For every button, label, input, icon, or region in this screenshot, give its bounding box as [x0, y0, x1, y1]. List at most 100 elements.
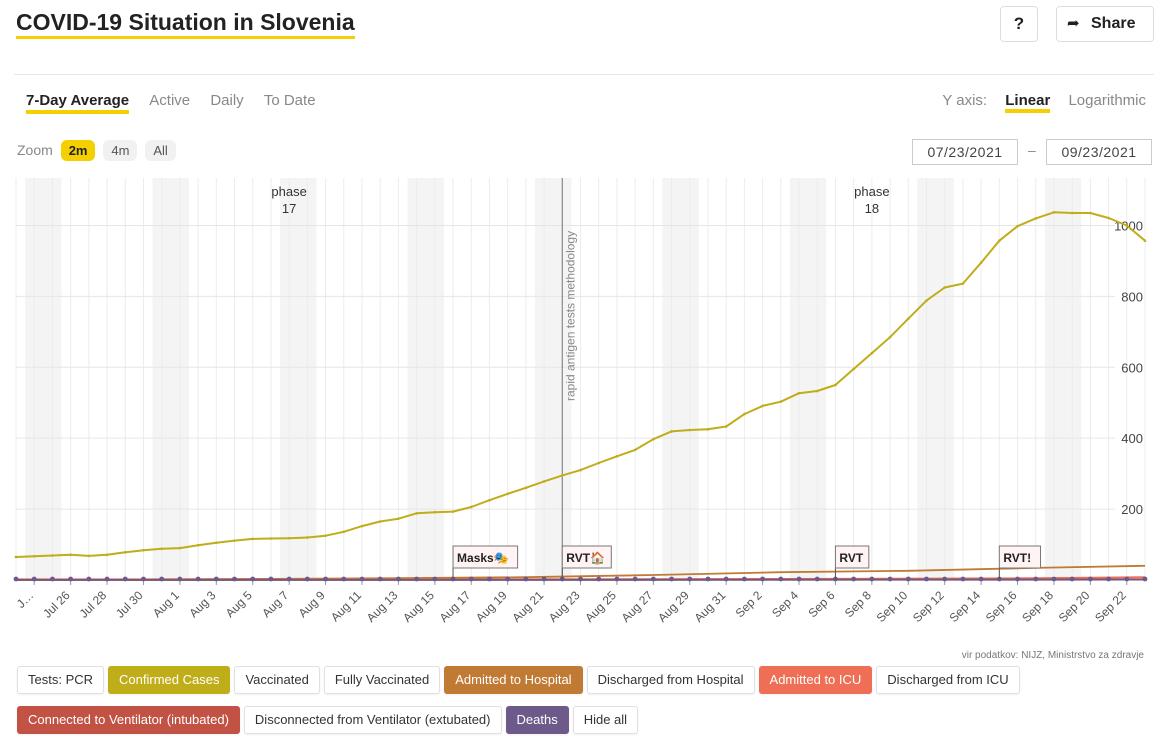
data-point-deaths: [961, 577, 966, 582]
data-point-deaths: [250, 577, 255, 582]
data-point-deaths: [86, 577, 91, 582]
data-point-confirmed-cases: [907, 317, 910, 320]
help-button[interactable]: ?: [1000, 6, 1038, 42]
event-flag-label[interactable]: RVT: [839, 551, 863, 565]
data-point-confirmed-cases: [379, 520, 382, 523]
methodology-marker-label: rapid antigen tests methodology: [563, 231, 577, 401]
x-tick-label: Sep 14: [946, 588, 983, 625]
date-separator: –: [1028, 142, 1036, 158]
data-point-deaths: [105, 577, 110, 582]
legend-fully-vaccinated[interactable]: Fully Vaccinated: [324, 666, 440, 694]
weekend-band: [153, 178, 189, 580]
y-tick-label: 600: [1121, 360, 1143, 375]
weekend-band: [662, 178, 698, 580]
data-point-deaths: [214, 577, 219, 582]
share-button[interactable]: ➦Share: [1056, 6, 1154, 42]
data-point-confirmed-cases: [88, 555, 91, 558]
data-point-confirmed-cases: [707, 428, 710, 431]
data-point-confirmed-cases: [506, 493, 509, 496]
date-to-input[interactable]: 09/23/2021: [1046, 139, 1152, 165]
legend-disconnected-from-ventilator-extubated[interactable]: Disconnected from Ventilator (extubated): [244, 706, 502, 734]
x-tick-label: Aug 7: [259, 588, 291, 620]
data-point-confirmed-cases: [215, 541, 218, 544]
x-tick-label: Sep 12: [910, 588, 947, 625]
legend-hide-all[interactable]: Hide all: [573, 706, 638, 734]
x-tick-label: Aug 29: [655, 588, 692, 625]
data-point-deaths: [269, 577, 274, 582]
data-point-confirmed-cases: [1053, 211, 1056, 214]
data-point-confirmed-cases: [780, 400, 783, 403]
tab-daily[interactable]: Daily: [210, 92, 243, 109]
data-point-confirmed-cases: [15, 556, 18, 559]
weekend-band: [790, 178, 826, 580]
legend-discharged-from-icu[interactable]: Discharged from ICU: [876, 666, 1019, 694]
zoom-2m-button[interactable]: 2m: [61, 140, 96, 161]
data-point-confirmed-cases: [288, 537, 291, 540]
zoom-4m-button[interactable]: 4m: [103, 140, 137, 161]
data-point-deaths: [323, 577, 328, 582]
header-divider: [14, 74, 1154, 75]
y-axis-log-button[interactable]: Logarithmic: [1068, 92, 1146, 109]
zoom-all-button[interactable]: All: [145, 140, 175, 161]
data-point-confirmed-cases: [51, 554, 54, 557]
legend-tests-pcr[interactable]: Tests: PCR: [17, 666, 104, 694]
data-point-confirmed-cases: [943, 286, 946, 289]
event-flag-label[interactable]: RVT🏠: [566, 551, 605, 565]
y-axis-label: Y axis:: [942, 92, 987, 109]
data-point-deaths: [742, 577, 747, 582]
share-arrow-icon: ➦: [1067, 7, 1085, 41]
legend-discharged-from-hospital[interactable]: Discharged from Hospital: [587, 666, 755, 694]
data-point-deaths: [979, 577, 984, 582]
tab-to-date[interactable]: To Date: [264, 92, 316, 109]
x-tick-label: Jul 30: [113, 588, 146, 621]
legend-connected-to-ventilator-intubated[interactable]: Connected to Ventilator (intubated): [17, 706, 240, 734]
y-tick-label: 200: [1121, 502, 1143, 517]
legend-admitted-to-icu[interactable]: Admitted to ICU: [759, 666, 873, 694]
data-point-deaths: [1088, 577, 1093, 582]
x-tick-label: Aug 3: [186, 588, 218, 620]
data-point-confirmed-cases: [852, 368, 855, 371]
y-axis-linear-button[interactable]: Linear: [1005, 92, 1050, 113]
legend-vaccinated[interactable]: Vaccinated: [234, 666, 319, 694]
weekend-band: [1045, 178, 1081, 580]
data-point-deaths: [1052, 577, 1057, 582]
tab-7-day-average[interactable]: 7-Day Average: [26, 92, 129, 114]
data-point-deaths: [141, 577, 146, 582]
legend-deaths[interactable]: Deaths: [506, 706, 569, 734]
data-point-confirmed-cases: [743, 413, 746, 416]
event-flag-label[interactable]: RVT!: [1003, 551, 1031, 565]
data-point-confirmed-cases: [597, 462, 600, 465]
data-point-confirmed-cases: [616, 455, 619, 458]
data-point-deaths: [888, 577, 893, 582]
x-tick-label: Aug 11: [328, 588, 364, 624]
data-point-confirmed-cases: [561, 474, 564, 477]
data-point-deaths: [123, 577, 128, 582]
tab-active[interactable]: Active: [149, 92, 190, 109]
legend-confirmed-cases[interactable]: Confirmed Cases: [108, 666, 230, 694]
data-point-confirmed-cases: [1089, 212, 1092, 215]
data-point-deaths: [1070, 577, 1075, 582]
legend-admitted-to-hospital[interactable]: Admitted to Hospital: [444, 666, 582, 694]
data-point-confirmed-cases: [33, 555, 36, 558]
data-point-confirmed-cases: [998, 239, 1001, 242]
data-point-deaths: [815, 577, 820, 582]
data-point-confirmed-cases: [1016, 225, 1019, 228]
x-tick-label: Jul 28: [77, 588, 110, 621]
phase-number: 17: [282, 201, 296, 216]
phase-number: 18: [865, 201, 879, 216]
weekend-band: [280, 178, 316, 580]
data-point-confirmed-cases: [197, 544, 200, 547]
y-tick-label: 400: [1121, 431, 1143, 446]
x-tick-label: Sep 8: [842, 588, 874, 620]
data-point-confirmed-cases: [415, 512, 418, 515]
x-tick-label: J…: [14, 588, 37, 611]
event-flag-label[interactable]: Masks🎭: [457, 551, 509, 565]
data-point-confirmed-cases: [962, 282, 965, 285]
date-from-input[interactable]: 07/23/2021: [912, 139, 1018, 165]
data-point-deaths: [14, 577, 19, 582]
data-point-deaths: [778, 577, 783, 582]
data-point-confirmed-cases: [470, 506, 473, 509]
phase-label: phase: [854, 184, 889, 199]
zoom-controls: Zoom 2m 4m All: [17, 140, 176, 161]
x-tick-label: Sep 4: [769, 588, 801, 620]
